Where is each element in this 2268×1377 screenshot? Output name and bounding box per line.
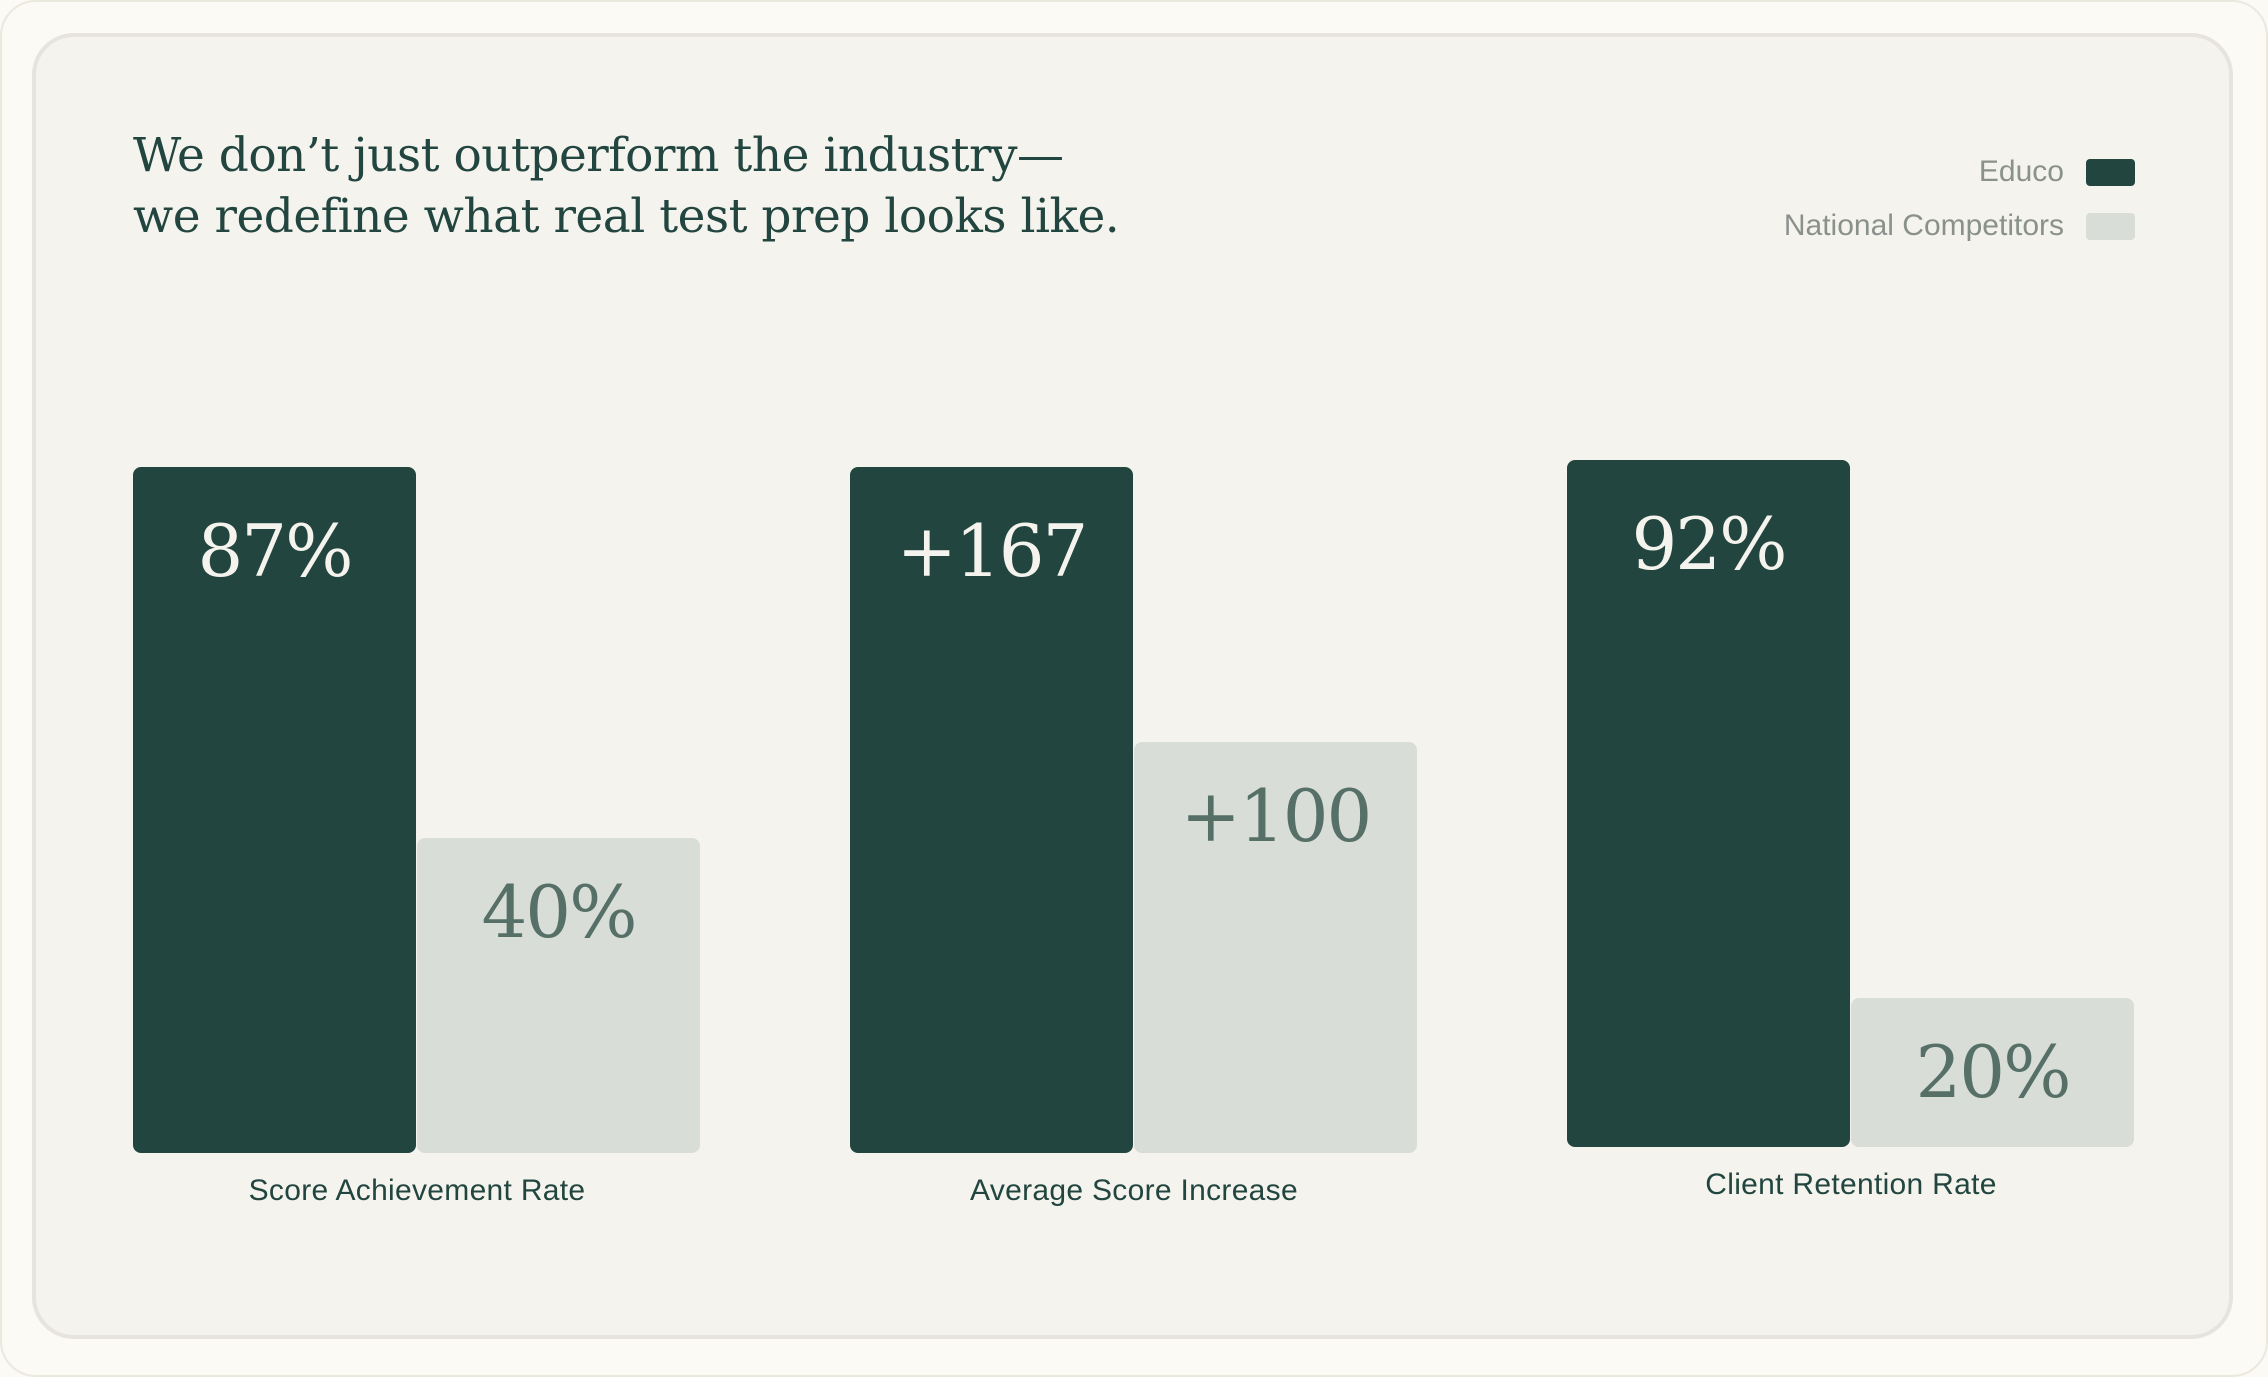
category-label-client-retention-rate: Client Retention Rate: [1705, 1168, 1997, 1201]
legend-item-educo: Educo: [1784, 152, 2135, 192]
data-label-educo-average-score-increase: +167: [896, 509, 1089, 593]
data-label-national-competitors-score-achievement-rate: 40%: [481, 870, 637, 954]
legend-label-national-competitors: National Competitors: [1783, 209, 2064, 242]
bar-national-competitors-client-retention-rate: 20%: [1851, 998, 2134, 1147]
data-label-national-competitors-average-score-increase: +100: [1180, 774, 1373, 858]
legend-label-educo: Educo: [1978, 155, 2064, 188]
bar-national-competitors-score-achievement-rate: 40%: [417, 838, 700, 1153]
category-label-score-achievement-rate: Score Achievement Rate: [248, 1174, 586, 1207]
data-label-educo-client-retention-rate: 92%: [1631, 502, 1787, 586]
bar-national-competitors-average-score-increase: +100: [1134, 742, 1417, 1153]
chart-title-line-1: We don’t just outperform the industry—: [133, 128, 1064, 183]
data-label-national-competitors-client-retention-rate: 20%: [1915, 1030, 2071, 1114]
chart-title: We don’t just outperform the industry— w…: [133, 125, 1120, 247]
bar-educo-average-score-increase: +167: [850, 467, 1133, 1153]
category-label-average-score-increase: Average Score Increase: [970, 1174, 1298, 1207]
bar-educo-client-retention-rate: 92%: [1567, 460, 1850, 1147]
data-label-educo-score-achievement-rate: 87%: [197, 509, 353, 593]
legend-item-national-competitors: National Competitors: [1784, 206, 2135, 246]
legend-swatch-national-competitors: [2086, 212, 2135, 240]
legend-swatch-educo: [2086, 158, 2135, 186]
chart-title-line-2: we redefine what real test prep looks li…: [133, 189, 1120, 244]
legend: Educo National Competitors: [1784, 152, 2135, 260]
bar-educo-score-achievement-rate: 87%: [133, 467, 416, 1153]
